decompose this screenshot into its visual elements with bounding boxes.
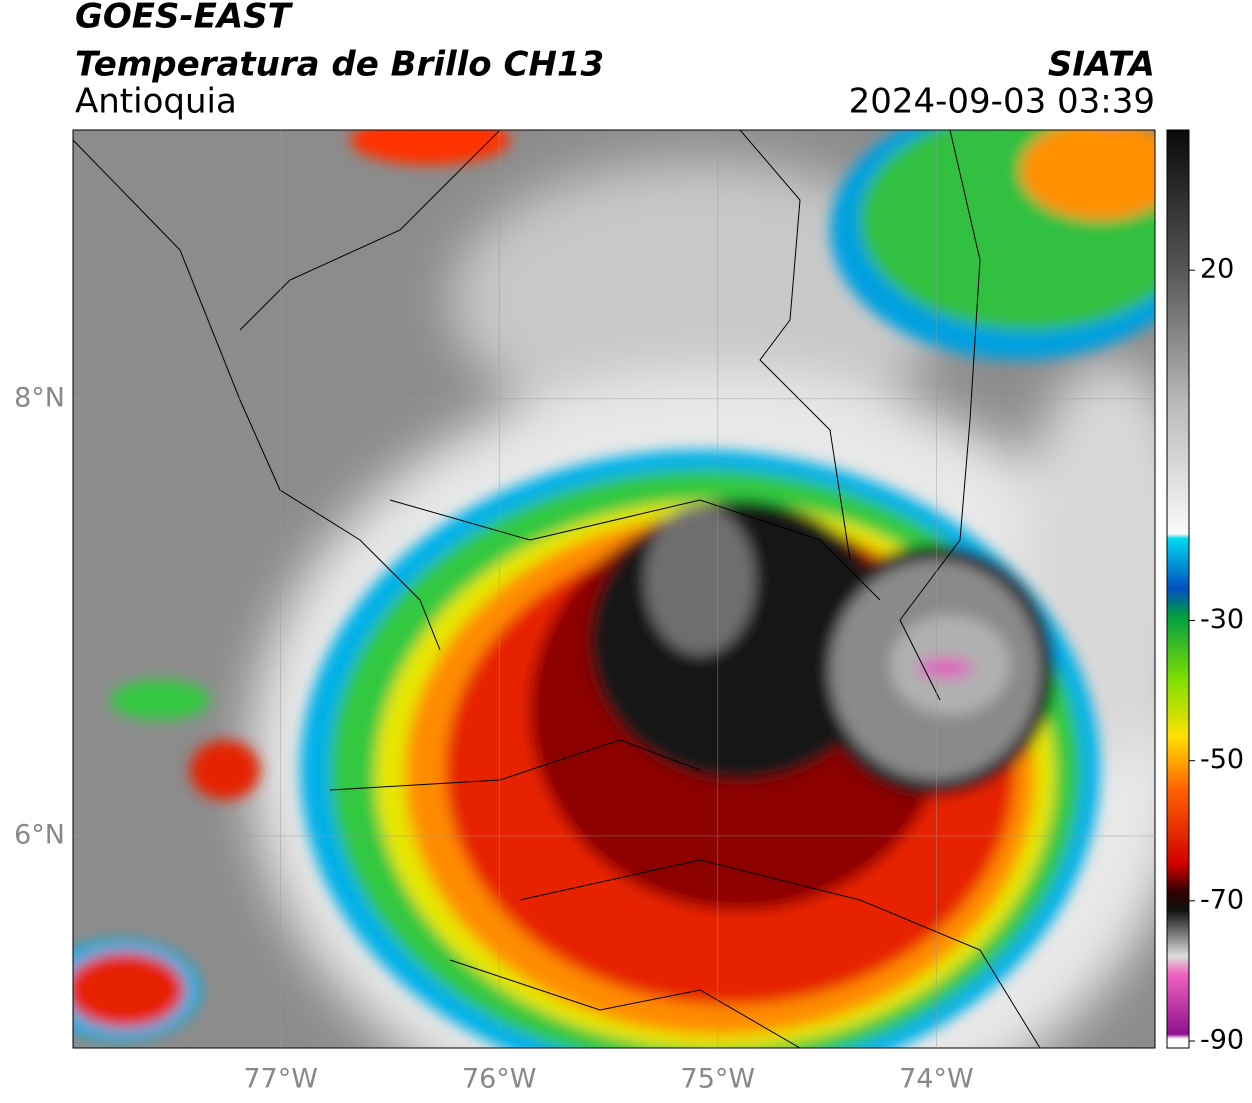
y-tick-label: 6°N — [14, 819, 65, 850]
colorbar — [1166, 129, 1190, 1049]
source: SIATA — [1048, 45, 1155, 85]
colorbar-tick-label: -70 — [1200, 884, 1244, 915]
colorbar-tick-label: -30 — [1200, 604, 1244, 635]
colorbar-tick-label: 20 — [1200, 254, 1234, 285]
timestamp: 2024-09-03 03:39 — [849, 82, 1155, 122]
colorbar-tick-label: -90 — [1200, 1024, 1244, 1055]
map-frame — [72, 129, 1156, 1049]
x-tick-label: 75°W — [681, 1064, 756, 1095]
x-tick-label: 77°W — [243, 1064, 318, 1095]
satellite-image — [73, 130, 1155, 1048]
y-tick-label: 8°N — [14, 382, 65, 413]
subtitle: Temperatura de Brillo CH13 — [75, 45, 604, 85]
region: Antioquia — [75, 82, 237, 122]
colorbar-tick-label: -50 — [1200, 744, 1244, 775]
x-tick-label: 74°W — [899, 1064, 974, 1095]
x-tick-label: 76°W — [462, 1064, 537, 1095]
title: GOES-EAST — [75, 0, 294, 37]
